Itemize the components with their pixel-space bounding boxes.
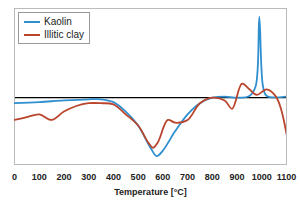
svg-text:100: 100	[32, 172, 47, 182]
svg-text:1000: 1000	[252, 172, 272, 182]
svg-text:400: 400	[106, 172, 121, 182]
svg-text:500: 500	[131, 172, 146, 182]
html-text:Kaolin: Kaolin	[44, 16, 72, 27]
svg-text:800: 800	[205, 172, 220, 182]
svg-text:300: 300	[81, 172, 96, 182]
svg-text:200: 200	[56, 172, 71, 182]
html-text:Illitic clay: Illitic clay	[44, 29, 84, 40]
svg-text:600: 600	[155, 172, 170, 182]
svg-text:700: 700	[180, 172, 195, 182]
svg-text:1100: 1100	[277, 172, 297, 182]
svg-text:0: 0	[12, 172, 17, 182]
svg-text:900: 900	[230, 172, 245, 182]
svg-text:Temperature [°C]: Temperature [°C]	[114, 187, 186, 197]
